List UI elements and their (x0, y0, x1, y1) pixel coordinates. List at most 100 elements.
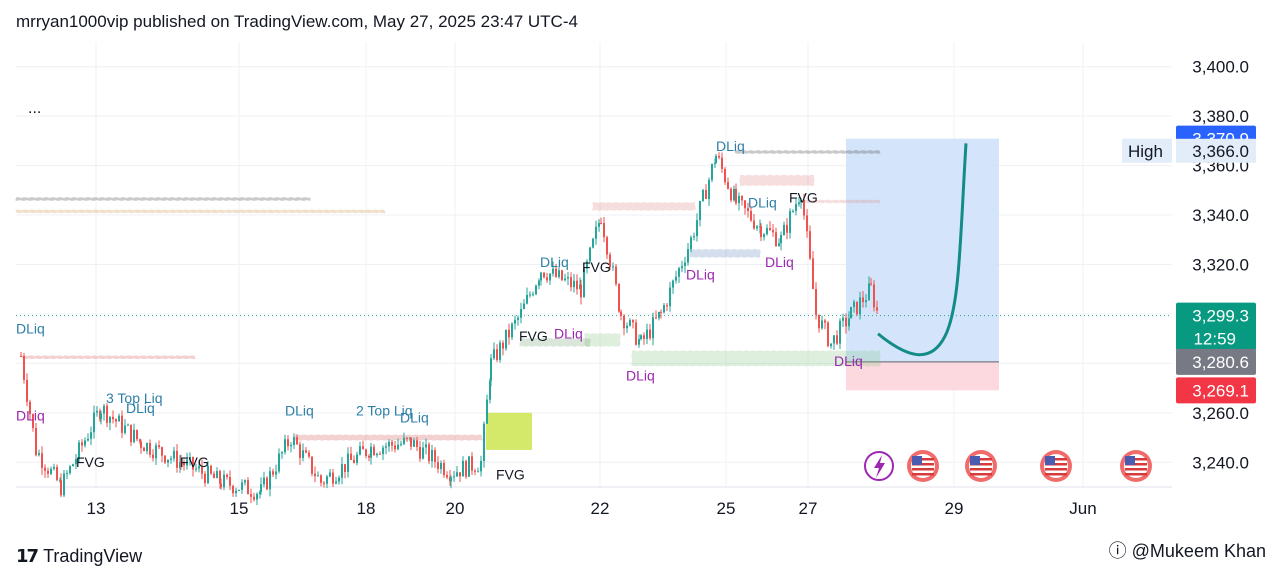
candle-body (244, 480, 246, 483)
candle-body (287, 439, 289, 447)
annotation-label: FVG (496, 467, 525, 483)
candle-body (672, 280, 674, 288)
candle-body (609, 254, 611, 268)
candle-body (576, 280, 578, 290)
high-label: High (1128, 142, 1163, 161)
candle-body (66, 473, 68, 475)
candle-body (868, 283, 870, 301)
candle-body (112, 416, 114, 420)
candle-body (833, 335, 835, 344)
candle-body (792, 210, 794, 212)
liquidity-box (21, 355, 196, 359)
tradingview-brand[interactable]: 17 TradingView (16, 546, 142, 567)
candle-body (532, 294, 534, 296)
candle-body (176, 450, 178, 468)
candle-body (347, 453, 349, 473)
candle-body (278, 453, 280, 472)
candle-body (391, 441, 393, 446)
candle-body (118, 415, 120, 422)
us-flag-icon (907, 450, 939, 482)
annotation-label: DLiq (626, 368, 655, 384)
candle-body (741, 195, 743, 201)
price-tag-label: 3,269.1 (1192, 381, 1249, 400)
candle-body (520, 308, 522, 318)
candle-body (483, 423, 485, 462)
candle-body (81, 442, 83, 446)
candle-body (493, 349, 495, 359)
candle-body (235, 490, 237, 494)
brand-name: TradingView (43, 546, 143, 566)
annotation-label: FVG (76, 454, 105, 470)
candle-body (517, 317, 519, 320)
candle-body (718, 155, 720, 158)
candle-body (658, 311, 660, 318)
candle-body (690, 237, 692, 250)
candle-body (502, 342, 504, 349)
candle-body (100, 413, 102, 420)
candle-body (756, 226, 758, 229)
candle-body (29, 401, 31, 415)
us-flag-icon (1040, 450, 1072, 482)
candle-body (827, 322, 829, 347)
annotation-label: DLiq (748, 195, 777, 211)
candle-body (127, 424, 129, 426)
candle-body (253, 496, 255, 500)
candle-body (69, 466, 71, 474)
candle-body (183, 463, 185, 466)
candle-body (702, 190, 704, 201)
candle-body (124, 425, 126, 433)
annotation-label: FVG (519, 328, 548, 344)
candle-body (413, 440, 415, 447)
high-label-bg (1122, 138, 1172, 163)
candle-body (213, 473, 215, 479)
candle-body (139, 439, 141, 442)
candle-body (440, 462, 442, 470)
price-tag-label: 3,280.6 (1192, 353, 1249, 372)
candle-body (535, 285, 537, 295)
watermark-text: @Mukeem Khan (1131, 541, 1266, 561)
candle-body (416, 440, 418, 448)
candle-body (437, 461, 439, 470)
candle-body (47, 470, 49, 474)
candle-body (326, 476, 328, 484)
candle-body (806, 215, 808, 232)
candle-body (356, 454, 358, 463)
candle-body (848, 318, 850, 327)
candle-body (873, 284, 875, 308)
candle-body (41, 453, 43, 468)
candle-body (836, 335, 838, 344)
annotation-label: DLiq (285, 402, 314, 418)
candle-body (508, 329, 510, 338)
candle-body (130, 424, 132, 443)
candle-body (63, 473, 65, 496)
candle-body (96, 410, 98, 413)
candle-body (299, 444, 301, 458)
liquidity-box (15, 197, 311, 201)
candle-body (314, 473, 316, 477)
flag-stripe (1125, 473, 1147, 476)
candle-body (419, 447, 421, 459)
candle-body (180, 461, 182, 464)
candle-body (281, 452, 283, 454)
candle-body (353, 459, 355, 463)
candle-body (201, 466, 203, 474)
candle-body (480, 461, 482, 472)
more-options-button[interactable]: ... (28, 100, 42, 117)
candle-body (540, 272, 542, 281)
annotation-label: DLiq (765, 254, 794, 270)
candle-body (795, 204, 797, 211)
candle-body (589, 247, 591, 262)
candle-body (50, 468, 52, 474)
candle-body (106, 405, 108, 423)
chart-area[interactable]: DLiq DLiq 3 Top Liq DLiq FVG FVG DLiq 2 Top Liq… (0, 42, 1280, 532)
candle-body (859, 297, 861, 315)
flag-canton (1045, 456, 1055, 465)
candle-body (379, 453, 381, 455)
candle-body (446, 475, 448, 478)
candle-body (385, 446, 387, 448)
flag-stripe (1125, 458, 1147, 461)
candle-body (558, 270, 560, 277)
candle-body (400, 443, 402, 445)
candle-body (72, 464, 74, 467)
